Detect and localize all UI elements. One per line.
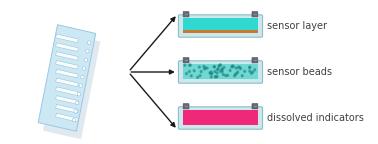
Polygon shape: [56, 87, 78, 96]
Circle shape: [221, 71, 223, 73]
FancyBboxPatch shape: [252, 58, 258, 63]
Circle shape: [244, 70, 246, 72]
Circle shape: [249, 66, 251, 68]
FancyBboxPatch shape: [252, 12, 258, 17]
Circle shape: [79, 84, 82, 87]
Circle shape: [191, 75, 192, 77]
FancyBboxPatch shape: [178, 61, 263, 83]
Circle shape: [223, 66, 225, 68]
Circle shape: [72, 118, 76, 122]
Circle shape: [211, 76, 212, 78]
Circle shape: [220, 64, 222, 66]
Circle shape: [186, 73, 187, 75]
Circle shape: [235, 67, 237, 69]
Circle shape: [222, 73, 224, 75]
Circle shape: [213, 66, 215, 68]
Bar: [183, 109, 258, 125]
Circle shape: [203, 68, 205, 70]
Circle shape: [232, 66, 234, 68]
Bar: [183, 64, 258, 78]
Text: dissolved indicators: dissolved indicators: [267, 113, 364, 123]
Circle shape: [237, 66, 239, 68]
Text: sensor layer: sensor layer: [267, 21, 327, 31]
Polygon shape: [56, 96, 78, 104]
Circle shape: [81, 75, 84, 79]
Circle shape: [86, 49, 89, 53]
Circle shape: [219, 64, 221, 66]
Circle shape: [221, 68, 223, 70]
Circle shape: [214, 66, 215, 68]
FancyBboxPatch shape: [183, 104, 189, 109]
Circle shape: [82, 67, 86, 70]
Circle shape: [234, 73, 236, 75]
Circle shape: [193, 70, 195, 72]
Circle shape: [249, 67, 251, 69]
Circle shape: [189, 70, 190, 72]
Circle shape: [206, 67, 208, 69]
Circle shape: [198, 66, 200, 68]
Polygon shape: [56, 78, 78, 87]
Bar: [183, 18, 258, 33]
Circle shape: [76, 101, 79, 105]
Circle shape: [84, 58, 87, 62]
Circle shape: [227, 74, 229, 76]
Circle shape: [231, 66, 233, 68]
Circle shape: [197, 76, 198, 78]
Circle shape: [225, 75, 227, 77]
Circle shape: [235, 72, 237, 74]
FancyBboxPatch shape: [183, 58, 189, 63]
Circle shape: [217, 69, 218, 71]
Polygon shape: [56, 113, 78, 122]
Circle shape: [241, 75, 243, 77]
Circle shape: [216, 72, 218, 74]
Polygon shape: [56, 34, 78, 43]
Circle shape: [216, 76, 218, 78]
Circle shape: [240, 68, 242, 70]
Circle shape: [234, 75, 235, 77]
Polygon shape: [38, 25, 96, 131]
Circle shape: [220, 70, 222, 72]
Circle shape: [251, 72, 252, 74]
Polygon shape: [56, 60, 78, 69]
Circle shape: [214, 70, 216, 72]
Circle shape: [249, 70, 251, 72]
Circle shape: [189, 64, 191, 66]
Circle shape: [200, 71, 202, 73]
Circle shape: [77, 92, 81, 96]
Circle shape: [189, 64, 191, 66]
Bar: [183, 30, 258, 33]
Circle shape: [199, 75, 201, 77]
Circle shape: [232, 65, 234, 67]
Polygon shape: [56, 43, 78, 52]
FancyBboxPatch shape: [178, 15, 263, 37]
Circle shape: [217, 68, 219, 70]
Circle shape: [211, 72, 213, 74]
Circle shape: [215, 76, 217, 78]
Circle shape: [252, 71, 254, 73]
Circle shape: [214, 76, 216, 78]
Polygon shape: [56, 69, 78, 78]
Polygon shape: [56, 52, 78, 60]
Circle shape: [239, 66, 241, 68]
FancyBboxPatch shape: [178, 107, 263, 129]
Circle shape: [229, 69, 231, 71]
FancyBboxPatch shape: [183, 12, 189, 17]
Circle shape: [221, 69, 223, 71]
Circle shape: [203, 66, 205, 68]
Circle shape: [74, 110, 77, 113]
Polygon shape: [56, 104, 78, 113]
Polygon shape: [43, 33, 101, 139]
Circle shape: [210, 73, 212, 75]
Circle shape: [218, 65, 220, 67]
Circle shape: [237, 71, 239, 73]
Circle shape: [204, 67, 206, 69]
Circle shape: [209, 72, 211, 74]
Circle shape: [254, 69, 256, 71]
Circle shape: [210, 71, 212, 73]
Circle shape: [88, 41, 91, 44]
Text: sensor beads: sensor beads: [267, 67, 332, 77]
Circle shape: [184, 64, 186, 66]
FancyBboxPatch shape: [252, 104, 258, 109]
